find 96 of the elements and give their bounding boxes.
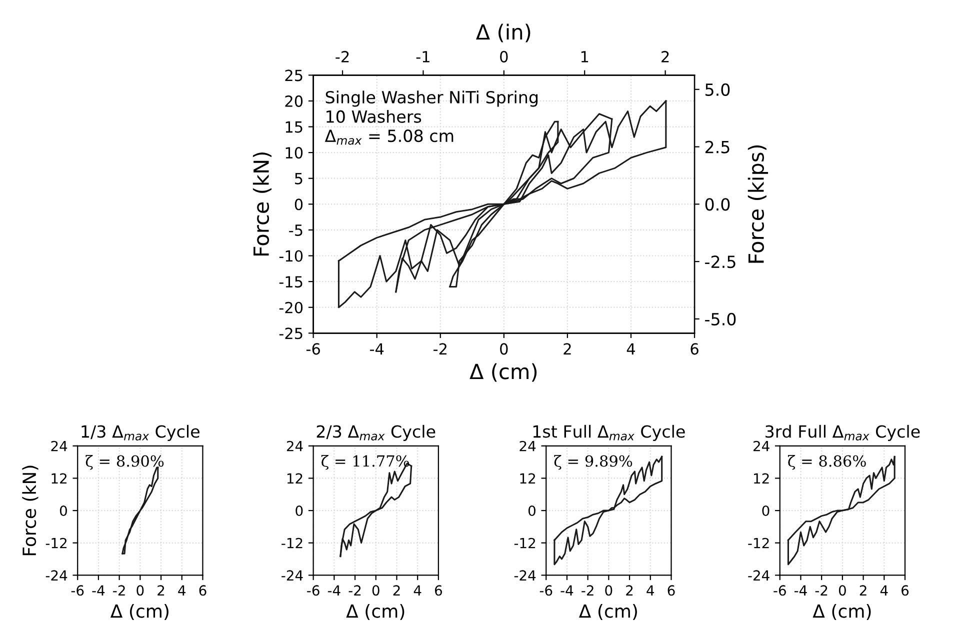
y-tick-label: 0: [60, 506, 67, 516]
x-tick-label: 2: [860, 585, 866, 596]
annotation: 10 Washers: [326, 110, 422, 123]
x-tick-label: -2: [434, 343, 446, 354]
y-tick-label: 0: [294, 198, 303, 210]
y-axis-title: Force (kN): [252, 152, 272, 256]
y-tick-label: 0: [296, 506, 303, 516]
chart-title: 1/3 Δ$_{max}$ Cycle: [82, 424, 200, 442]
x-tick-label: 4: [880, 585, 888, 596]
x-tick-label: -4: [328, 585, 340, 596]
y-tick-label: -10: [279, 250, 303, 262]
y-tick-label: 12: [287, 473, 302, 484]
y-tick-label: -25: [279, 328, 302, 340]
x-tick-label: -6: [774, 585, 786, 596]
y2-axis-title: Force (kips): [748, 145, 768, 263]
annotation: ζ = 11.77%: [321, 454, 410, 470]
x2-tick-label: 0: [500, 50, 508, 62]
y2-tick-label: -5.0: [705, 312, 736, 326]
y-tick-label: 20: [285, 95, 303, 107]
x-tick-label: 6: [434, 585, 442, 596]
annotation: Single Washer NiTi Spring: [326, 90, 538, 107]
x2-tick-label: -2: [336, 50, 349, 62]
x-tick-label: -6: [307, 585, 320, 596]
x-tick-label: 6: [902, 585, 909, 596]
x-tick-label: 4: [626, 343, 635, 354]
y-tick-label: 0: [528, 506, 536, 516]
x-tick-label: -2: [815, 585, 828, 596]
y-tick-label: -24: [46, 570, 68, 580]
y2-tick-label: 2.5: [705, 140, 730, 154]
y-tick-label: 0: [762, 506, 770, 516]
y-tick-label: -12: [46, 538, 66, 548]
y-tick-label: -24: [748, 570, 770, 580]
y-tick-label: 12: [52, 473, 66, 484]
chart-title: 3rd Full Δ$_{max}$ Cycle: [766, 424, 920, 442]
y-tick-label: 12: [754, 473, 769, 484]
x-tick-label: -4: [560, 585, 574, 596]
x-tick-label: 0: [605, 585, 612, 596]
y-tick-label: 25: [285, 70, 302, 82]
y-tick-label: -12: [748, 538, 769, 548]
x-axis-title: Δ (cm): [578, 604, 637, 620]
y-tick-label: -12: [514, 538, 535, 548]
x-tick-label: -6: [71, 585, 84, 596]
y-tick-label: -15: [279, 276, 302, 288]
x-tick-label: 6: [199, 585, 206, 596]
x-tick-label: 4: [646, 585, 654, 596]
y-tick-label: -20: [279, 302, 303, 314]
x-tick-label: -6: [306, 343, 320, 355]
y-axis-title: Force (kN): [22, 466, 38, 556]
annotation: ζ = 9.89%: [554, 454, 632, 470]
x-tick-label: 4: [178, 585, 186, 596]
x-tick-label: -2: [348, 585, 361, 596]
x-tick-label: 2: [564, 343, 571, 354]
y-tick-label: 15: [286, 121, 302, 133]
y-tick-label: 24: [286, 440, 303, 452]
x-tick-label: 2: [158, 585, 164, 596]
x2-axis-title: Δ (in): [476, 24, 530, 42]
x-tick-label: 4: [414, 585, 422, 596]
x-axis-title: Δ (cm): [110, 604, 168, 620]
annotation: ζ = 8.86%: [788, 454, 866, 470]
chart-title: 2/3 Δ$_{max}$ Cycle: [316, 424, 436, 442]
x-tick-label: 6: [690, 343, 698, 355]
y-tick-label: 24: [520, 440, 536, 452]
y-tick-label: -5: [289, 224, 302, 236]
x-tick-label: -2: [113, 585, 125, 596]
y-tick-label: -24: [514, 570, 536, 580]
x-tick-label: 0: [500, 343, 508, 355]
x-tick-label: 0: [136, 585, 144, 596]
x-tick-label: -4: [92, 585, 105, 596]
x-tick-label: -4: [370, 343, 384, 354]
y2-tick-label: 0.0: [705, 198, 730, 211]
y-tick-label: 24: [51, 440, 68, 452]
y-tick-label: 12: [520, 473, 535, 484]
y-tick-label: -12: [282, 538, 302, 548]
y-tick-label: 24: [754, 440, 770, 452]
x-tick-label: -2: [582, 585, 594, 596]
x-axis-title: Δ (cm): [346, 604, 404, 620]
y2-tick-label: -2.5: [705, 256, 736, 268]
x2-tick-label: 1: [581, 51, 588, 62]
y-tick-label: -24: [282, 570, 303, 580]
x-tick-label: 0: [372, 585, 380, 596]
x-tick-label: 6: [668, 585, 675, 596]
annotation: Δ$_{max}$ = 5.08 cm: [324, 130, 454, 145]
y-tick-label: 10: [286, 147, 303, 159]
y2-tick-label: 5.0: [706, 83, 730, 96]
x-axis-title: Δ (cm): [470, 363, 537, 382]
x-tick-label: -4: [794, 585, 807, 596]
x2-tick-label: 2: [662, 50, 669, 62]
x-tick-label: -6: [540, 585, 552, 596]
x2-tick-label: -1: [416, 51, 430, 62]
x-axis-title: Δ (cm): [812, 604, 871, 620]
x-tick-label: 0: [838, 585, 846, 596]
x-tick-label: 2: [626, 585, 633, 596]
annotation: ζ = 8.90%: [86, 454, 164, 470]
y-tick-label: 5: [295, 173, 302, 184]
x-tick-label: 2: [393, 585, 400, 596]
chart-title: 1st Full Δ$_{max}$ Cycle: [533, 424, 685, 442]
